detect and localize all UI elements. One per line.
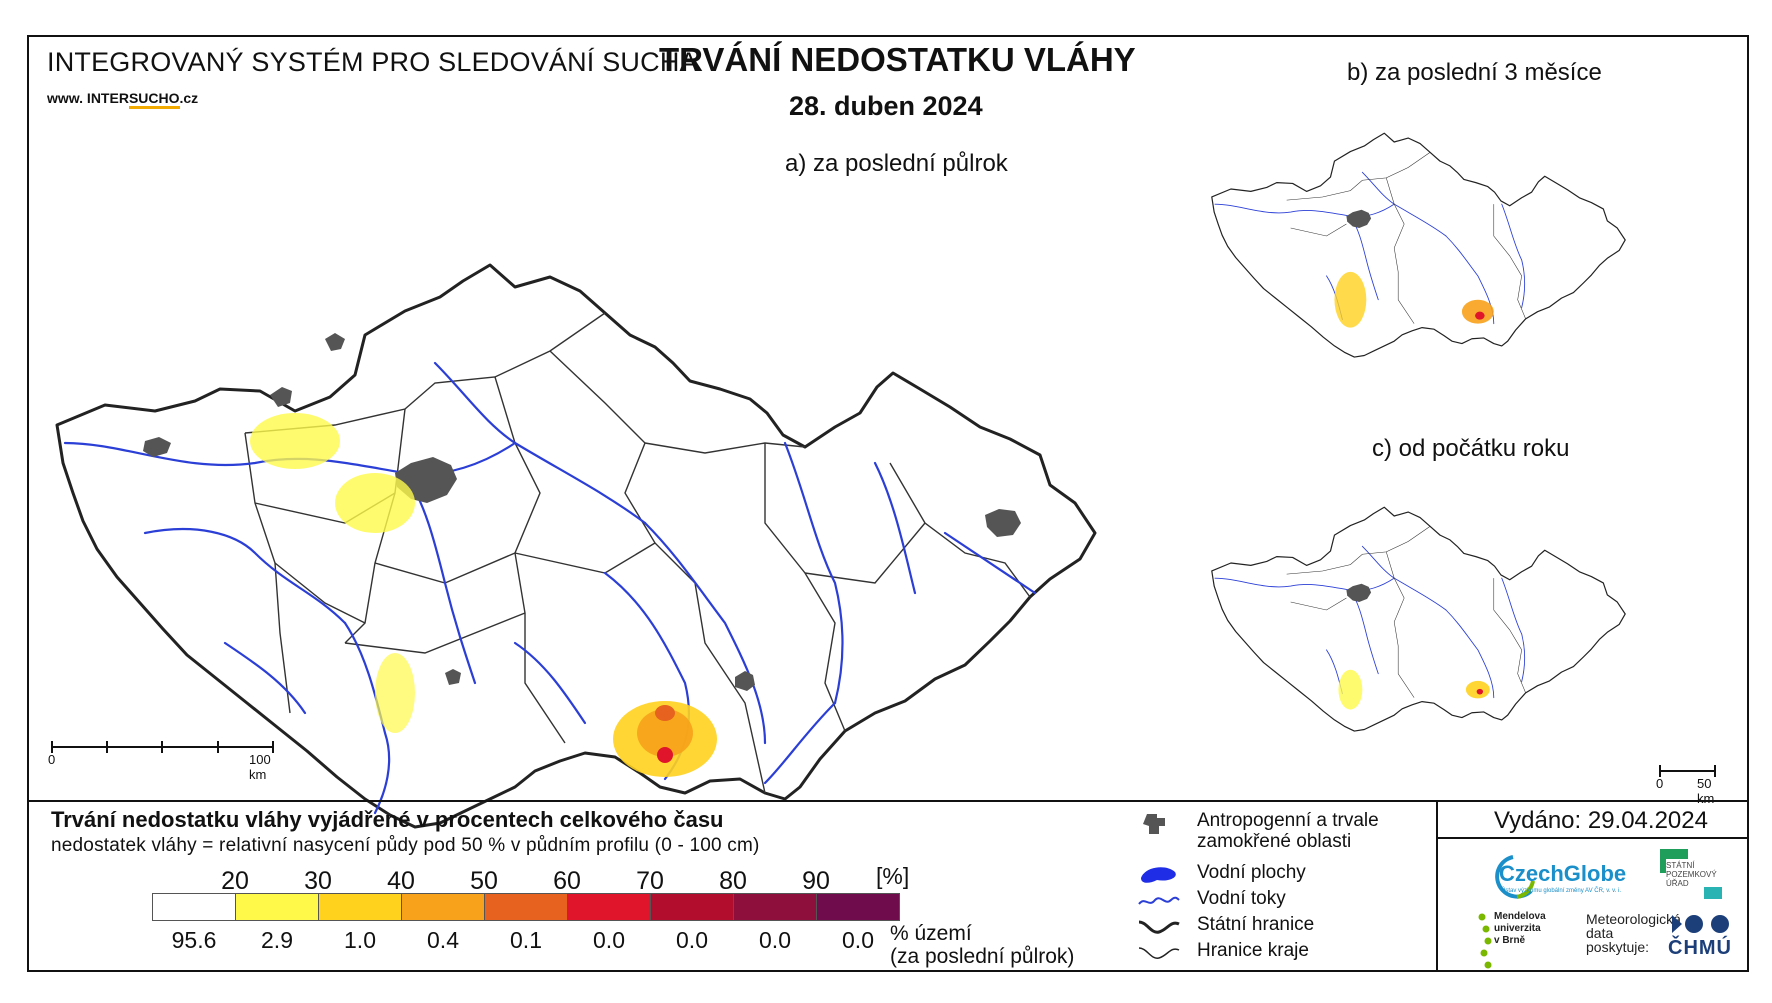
system-title: INTEGROVANÝ SYSTÉM PRO SLEDOVÁNÍ SUCHA [47,47,698,77]
website-prefix: www. INTER [47,90,129,106]
class-percentage-7: 0.0 [759,927,791,953]
water-body-icon [1141,867,1176,883]
main-title: TRVÁNÍ NEDOSTATKU VLÁHY [659,41,1136,78]
mendelu-line-3: v Brně [1494,935,1526,946]
class-edge-5: 70 [636,867,664,895]
mendelu-logo: Mendelova univerzita v Brně [1478,911,1568,971]
class-edge-6: 80 [719,867,747,895]
percentage-period: (za poslední půlrok) [890,945,1075,968]
class-box-4 [484,893,568,921]
mendelu-line-2: univerzita [1494,923,1541,934]
map-c-label: c) od počátku roku [1372,435,1570,462]
class-box-7 [733,893,817,921]
spu-logo: STÁTNÍ POZEMKOVÝ ÚŘAD [1658,847,1728,902]
legend-unit: [%] [876,863,910,889]
symbol-water-body-label: Vodní plochy [1197,862,1306,883]
website-link[interactable]: www. INTERSUCHO.cz [47,90,199,109]
symbol-region-border-label: Hranice kraje [1197,940,1309,961]
main-scale-end: 100 km [249,752,271,782]
partner-logos: CzechGlobe Ústav výzkumu globální změny … [1438,839,1749,972]
drought-hotspots [250,413,717,777]
legend-title: Trvání nedostatku vláhy vyjádřené v proc… [51,807,724,832]
class-box-6 [650,893,734,921]
class-edge-0: 20 [221,867,249,895]
main-scale-bar: 0 100 km [48,738,291,782]
main-drought-map [55,263,1097,829]
small-scale-bar: 0 50 km [1656,762,1729,806]
class-box-0 [152,893,236,921]
symbol-state-border-label: Státní hranice [1197,914,1315,935]
class-edge-4: 60 [553,867,581,895]
main-map-label: a) za poslední půlrok [785,150,1008,177]
map-date: 28. duben 2024 [789,91,983,121]
map-b [1211,132,1626,358]
met-line-3: poskytuje: [1586,939,1650,955]
main-scale-start: 0 [48,752,56,767]
legend-separator [29,800,1747,802]
class-edge-2: 40 [387,867,415,895]
footer-vertical-separator [1436,800,1438,972]
map-frame: INTEGROVANÝ SYSTÉM PRO SLEDOVÁNÍ SUCHA w… [27,35,1749,972]
spu-line-3: ÚŘAD [1666,879,1689,888]
urban-area-icon [1143,814,1165,834]
percentage-label: % území [890,922,972,945]
country-outline-c [1211,506,1626,732]
met-line-2: data [1586,925,1614,941]
map-c [1211,506,1626,732]
class-box-5 [567,893,651,921]
river-icon [1138,896,1180,905]
class-percentage-0: 95.6 [171,927,217,953]
symbol-urban-label-2: zamokřené oblasti [1197,831,1352,852]
legend-subtitle: nedostatek vláhy = relativní nasycení pů… [51,835,760,856]
small-scale-start: 0 [1656,776,1664,791]
class-percentage-6: 0.0 [676,927,708,953]
class-percentage-1: 2.9 [261,927,293,953]
class-percentage-3: 0.4 [427,927,459,953]
class-edge-1: 30 [304,867,332,895]
website-suffix: .cz [179,90,199,106]
class-box-8 [816,893,900,921]
class-percentage-8: 0.0 [842,927,874,953]
mendelu-line-1: Mendelova [1494,911,1546,922]
small-scale-end: 50 km [1697,776,1715,806]
czechglobe-name: CzechGlobe [1499,861,1627,886]
issued-date: Vydáno: 29.04.2024 [1494,807,1708,834]
class-edge-3: 50 [470,867,498,895]
class-edge-7: 90 [802,867,830,895]
river-network [63,361,1037,815]
spu-line-1: STÁTNÍ [1666,861,1695,870]
chmu-name: ČHMÚ [1668,937,1732,959]
country-outline-b [1211,132,1626,358]
symbol-river-label: Vodní toky [1197,888,1286,909]
chmu-logo: ČHMÚ [1668,913,1738,965]
state-border-icon [1138,920,1180,934]
symbol-urban-label: Antropogenní a trvale [1197,810,1379,831]
spu-line-2: POZEMKOVÝ [1666,870,1717,879]
map-b-label: b) za poslední 3 měsíce [1347,59,1602,86]
met-data-provider: Meteorologická data poskytuje: [1586,912,1681,954]
region-border-icon [1138,947,1180,959]
czechglobe-logo: CzechGlobe Ústav výzkumu globální změny … [1483,851,1627,901]
class-percentage-4: 0.1 [510,927,542,953]
class-box-2 [318,893,402,921]
class-box-1 [235,893,319,921]
class-percentage-2: 1.0 [344,927,376,953]
website-highlight: SUCHO [128,90,180,109]
class-percentage-5: 0.0 [593,927,625,953]
met-line-1: Meteorologická [1586,911,1681,927]
class-box-3 [401,893,485,921]
footer-horizontal-separator [1436,837,1749,839]
czechglobe-subtitle: Ústav výzkumu globální změny AV ČR, v. v… [1501,888,1622,894]
